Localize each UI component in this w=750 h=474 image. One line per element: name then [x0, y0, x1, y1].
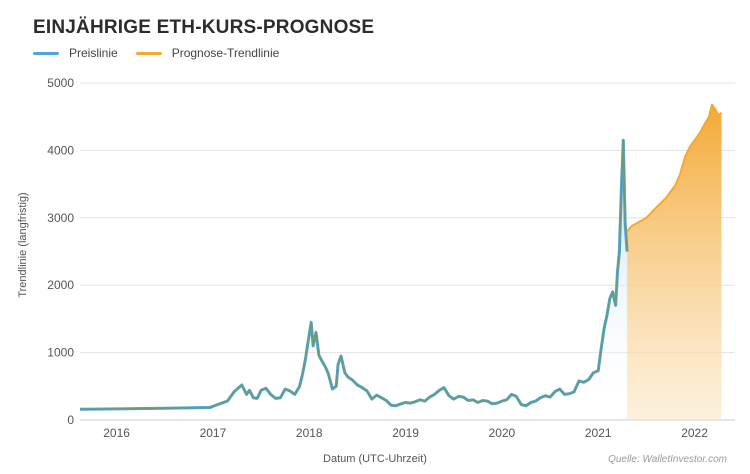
legend-label-price: Preislinie [69, 46, 118, 60]
x-tick-label-2018: 2018 [296, 426, 323, 440]
legend-item-price[interactable]: Preislinie [33, 46, 118, 60]
y-axis-ticks: 0 1000 2000 3000 4000 5000 [47, 76, 74, 427]
forecast-area [627, 104, 722, 420]
chart-title: EINJÄHRIGE ETH-KURS-PROGNOSE [33, 17, 375, 38]
source-note: Quelle: WalletInvestor.com [608, 454, 727, 465]
y-tick-label-1000: 1000 [47, 346, 74, 360]
x-tick-label-2020: 2020 [489, 426, 516, 440]
x-axis-ticks: 2016 2017 2018 2019 2020 2021 2022 [103, 426, 708, 440]
y-tick-label-5000: 5000 [47, 76, 74, 90]
chart-legend: Preislinie Prognose-Trendlinie [33, 46, 297, 60]
y-tick-label-4000: 4000 [47, 143, 74, 157]
y-tick-label-2000: 2000 [47, 278, 74, 292]
x-tick-label-2017: 2017 [200, 426, 227, 440]
x-axis-title: Datum (UTC-Uhrzeit) [323, 453, 427, 465]
x-tick-label-2019: 2019 [392, 426, 419, 440]
legend-swatch-forecast [135, 51, 162, 55]
price-area [80, 140, 628, 421]
legend-item-forecast[interactable]: Prognose-Trendlinie [135, 46, 280, 60]
forecast-line [626, 103, 723, 232]
y-tick-label-3000: 3000 [47, 211, 74, 225]
x-tick-label-2021: 2021 [585, 426, 612, 440]
price-line [79, 138, 629, 411]
y-tick-label-0: 0 [67, 413, 74, 427]
price-trend-line [79, 139, 628, 410]
legend-label-forecast: Prognose-Trendlinie [171, 46, 280, 60]
legend-swatch-price [33, 51, 59, 55]
y-axis-title: Trendlinie (langfristig) [17, 192, 29, 297]
area-layer [80, 104, 722, 421]
x-tick-label-2022: 2022 [681, 426, 708, 440]
x-tick-label-2016: 2016 [103, 426, 130, 440]
line-layer [79, 103, 723, 411]
